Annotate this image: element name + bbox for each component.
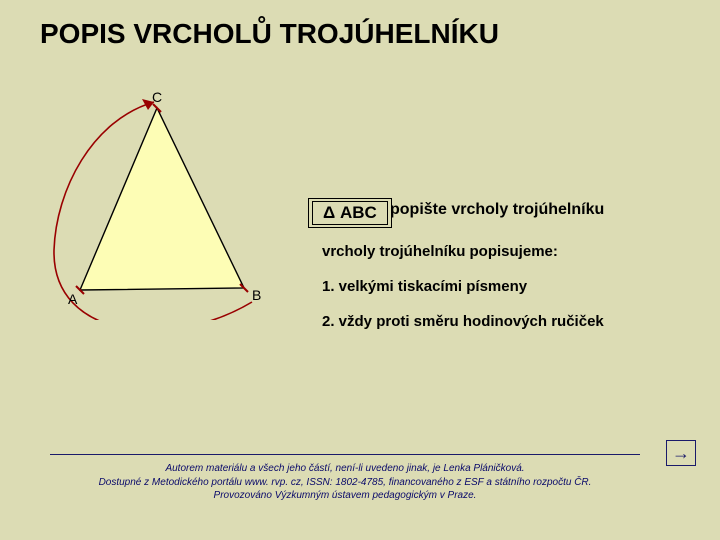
triangle-diagram: A B C: [52, 90, 272, 320]
vertex-label-c: C: [152, 90, 162, 105]
page-title: POPIS VRCHOLŮ TROJÚHELNÍKU: [40, 18, 499, 50]
instruction-text: popište vrcholy trojúhelníku: [390, 201, 604, 219]
footer-line-3: Provozováno Výzkumným ústavem pedagogick…: [50, 489, 640, 503]
footer-line-2: Dostupné z Metodického portálu www. rvp.…: [50, 476, 640, 490]
delta-symbol: Δ: [323, 203, 335, 222]
vertex-label-b: B: [252, 287, 261, 303]
rule-1: 1. velkými tiskacími písmeny: [322, 278, 527, 295]
vertex-label-a: A: [68, 291, 78, 307]
triangle-notation-box: Δ ABC: [308, 198, 392, 228]
footer-credits: Autorem materiálu a všech jeho částí, ne…: [50, 462, 640, 503]
arrow-right-icon: →: [672, 443, 690, 464]
footer-line-1: Autorem materiálu a všech jeho částí, ne…: [50, 462, 640, 476]
footer-divider: [50, 454, 640, 455]
subhead-text: vrcholy trojúhelníku popisujeme:: [322, 243, 558, 260]
triangle-shape: [80, 108, 244, 290]
rule-2: 2. vždy proti směru hodinových ručiček: [322, 313, 604, 330]
triangle-notation: Δ ABC: [312, 201, 388, 225]
next-arrow-button[interactable]: →: [666, 440, 696, 466]
triangle-name: ABC: [340, 203, 377, 222]
